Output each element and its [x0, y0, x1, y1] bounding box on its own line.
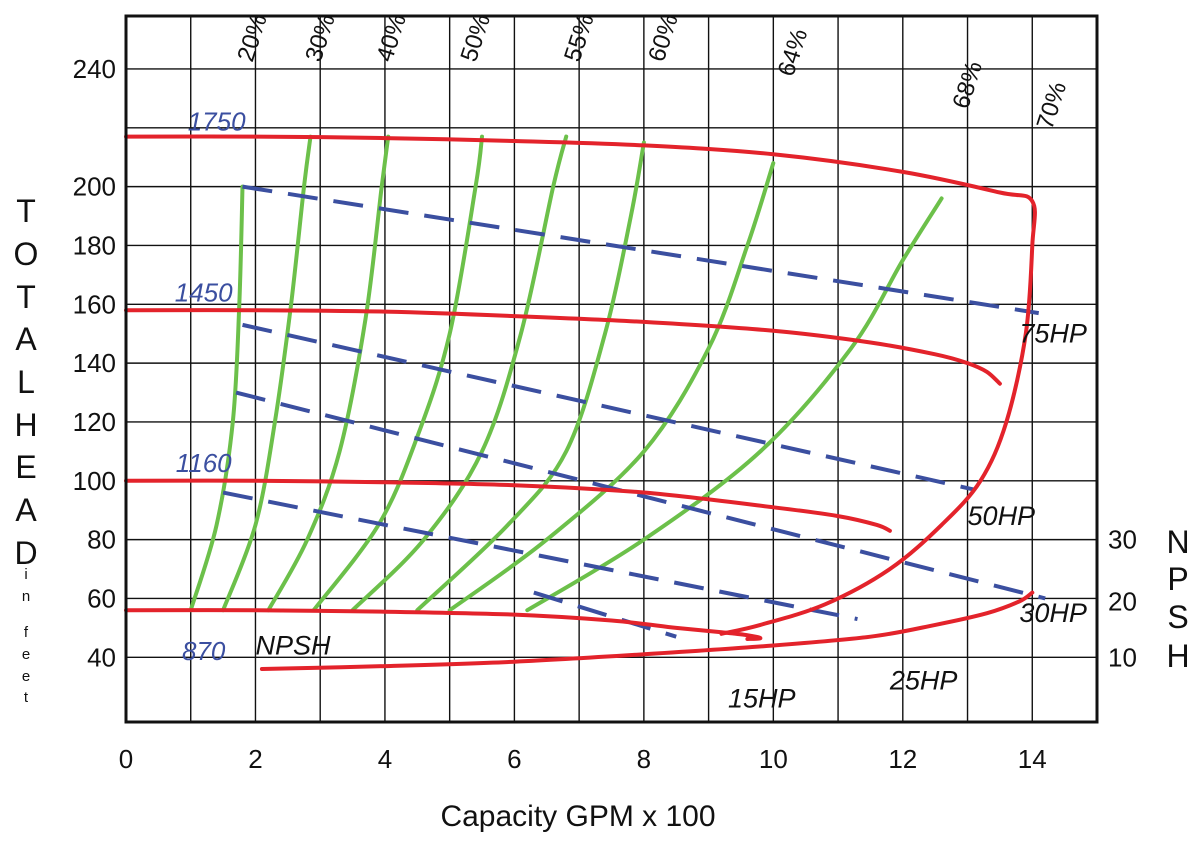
- efficiency-curve-60pct: [415, 140, 646, 613]
- npsh-title-letter: P: [1167, 561, 1188, 597]
- x-tick-label: 0: [119, 744, 133, 774]
- y-title-small-letter: n: [22, 588, 30, 605]
- speed-label-870: 870: [182, 636, 226, 666]
- npsh-axis-title: NPSH: [1166, 524, 1189, 674]
- npsh-tick-label: 20: [1108, 586, 1137, 616]
- y-tick-label: 200: [73, 172, 116, 202]
- x-tick-label: 6: [507, 744, 521, 774]
- y-title-letter: L: [17, 364, 35, 400]
- y-tick-label: 240: [73, 54, 116, 84]
- y-tick-label: 120: [73, 407, 116, 437]
- speed-curve-1160: [124, 478, 892, 533]
- y-title-letter: H: [14, 407, 37, 443]
- npsh-axis-ticks: 10 20 30: [1108, 525, 1137, 673]
- y-title-letter: A: [15, 321, 37, 357]
- hp-label-30HP: 30HP: [1019, 598, 1087, 628]
- curve-labels: 1750 1450 1160 870 20% 30% 40% 50% 55% 60% 64% 68% 7…: [175, 11, 1087, 713]
- y-tick-label: 60: [87, 583, 116, 613]
- y-title-letter: T: [16, 193, 36, 229]
- npsh-curve: [259, 590, 1035, 671]
- speed-curve-1450: [124, 308, 1002, 386]
- speed-label-1750: 1750: [188, 107, 246, 137]
- y-title-letter: T: [16, 279, 36, 315]
- x-tick-label: 2: [248, 744, 262, 774]
- efficiency-label: 40%: [371, 11, 412, 65]
- speed-curves: [124, 134, 1037, 671]
- efficiency-label: 70%: [1032, 79, 1073, 133]
- efficiency-label: 50%: [456, 11, 497, 65]
- speed-label-1160: 1160: [176, 448, 232, 478]
- y-title-letter: D: [14, 535, 37, 571]
- y-title-small-letter: i: [24, 566, 27, 583]
- x-tick-label: 12: [888, 744, 917, 774]
- y-tick-label: 180: [73, 230, 116, 260]
- y-title-small-letter: e: [22, 646, 30, 663]
- y-tick-label: 160: [73, 289, 116, 319]
- y-title-small-letter: e: [22, 668, 30, 685]
- x-axis-title: Capacity GPM x 100: [440, 800, 715, 833]
- speed-curve-1750: [124, 134, 1037, 636]
- npsh-curve-label: NPSH: [255, 630, 331, 660]
- y-title-letter: O: [14, 236, 39, 272]
- hp-line-15HP: [533, 590, 677, 639]
- efficiency-curve-64pct: [447, 161, 776, 613]
- y-tick-label: 100: [73, 466, 116, 496]
- npsh-title-letter: N: [1166, 524, 1189, 560]
- y-tick-label: 40: [87, 642, 116, 672]
- grid: [126, 16, 1097, 722]
- efficiency-curve-40pct: [266, 134, 391, 613]
- speed-curve-870: [124, 608, 763, 641]
- hp-label-50HP: 50HP: [968, 501, 1036, 531]
- y-title-small-letter: t: [24, 689, 29, 706]
- hp-line-75HP: [242, 184, 1040, 316]
- speed-label-1450: 1450: [175, 277, 233, 307]
- y-title-small-letter: f: [24, 624, 29, 641]
- y-axis-ticks: 40 60 80 100 120 140 160 180 200 240: [73, 54, 116, 672]
- y-tick-label: 80: [87, 525, 116, 555]
- npsh-tick-label: 30: [1108, 525, 1137, 555]
- npsh-tick-label: 10: [1108, 642, 1137, 672]
- hp-line-25HP: [222, 490, 858, 622]
- x-tick-label: 10: [759, 744, 788, 774]
- hp-line-30HP: [235, 390, 1046, 601]
- npsh-title-letter: S: [1167, 599, 1188, 635]
- efficiency-label: 64%: [773, 26, 814, 80]
- hp-label-75HP: 75HP: [1019, 319, 1087, 349]
- efficiency-label: 60%: [643, 11, 684, 65]
- efficiency-label: 20%: [232, 11, 273, 65]
- x-tick-label: 8: [637, 744, 651, 774]
- y-title-letter: E: [15, 449, 36, 485]
- hp-label-25HP: 25HP: [889, 666, 958, 696]
- efficiency-label: 30%: [300, 11, 341, 65]
- efficiency-curve-55pct: [350, 134, 569, 613]
- efficiency-curve-30pct: [221, 134, 313, 613]
- npsh-title-letter: H: [1166, 638, 1189, 674]
- efficiency-curve-20pct: [188, 184, 245, 613]
- x-axis-ticks: 0 2 4 6 8 10 12 14: [119, 744, 1047, 774]
- efficiency-label: 55%: [559, 11, 600, 65]
- horsepower-lines: [222, 184, 1046, 639]
- efficiency-curve-50pct: [311, 134, 484, 613]
- hp-line-50HP: [242, 322, 975, 492]
- x-tick-label: 14: [1018, 744, 1047, 774]
- efficiency-label: 68%: [948, 58, 989, 112]
- y-tick-label: 140: [73, 348, 116, 378]
- hp-label-15HP: 15HP: [728, 683, 796, 713]
- efficiency-curves: [188, 134, 944, 613]
- efficiency-curve-68pct: [525, 196, 944, 613]
- x-tick-label: 4: [378, 744, 392, 774]
- plot-frame: [124, 14, 1099, 724]
- y-title-letter: A: [15, 492, 37, 528]
